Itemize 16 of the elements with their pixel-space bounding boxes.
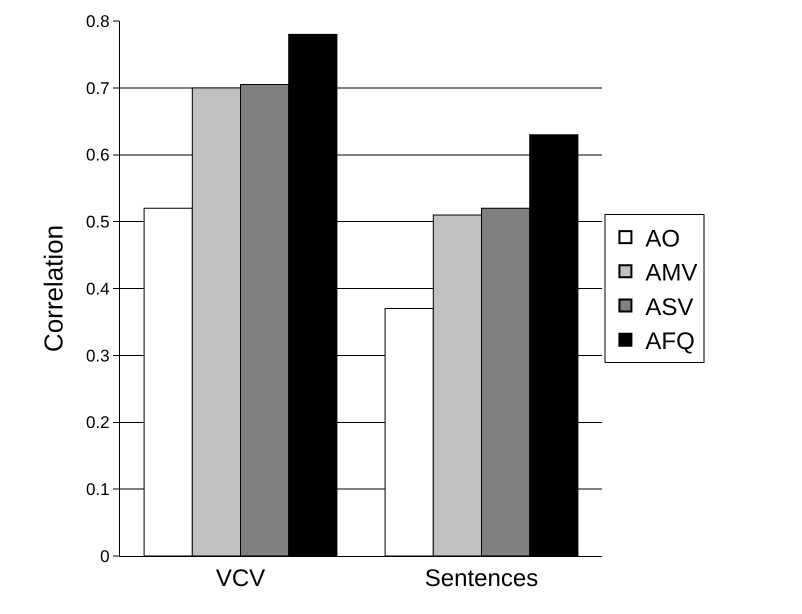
y-tick-label: 0.1 bbox=[86, 480, 110, 500]
y-axis-title: Correlation bbox=[38, 224, 68, 352]
x-tick-label: VCV bbox=[216, 564, 266, 592]
y-tick-label: 0.6 bbox=[86, 146, 110, 165]
y-tick-label: 0.5 bbox=[86, 212, 110, 232]
legend-label: AO bbox=[645, 225, 680, 252]
legend-label: AMV bbox=[645, 260, 698, 287]
y-tick-label: 0.2 bbox=[86, 413, 110, 432]
y-tick-label: 0.4 bbox=[86, 279, 110, 298]
y-tick-label: 0.8 bbox=[86, 12, 110, 31]
legend-label: ASV bbox=[645, 294, 694, 321]
y-tick-label: 0.7 bbox=[86, 78, 110, 98]
x-tick-label: Sentences bbox=[424, 564, 538, 592]
y-tick-label: 0 bbox=[100, 546, 110, 566]
legend-label: AFQ bbox=[645, 328, 695, 356]
y-tick-label: 0.3 bbox=[86, 346, 110, 366]
